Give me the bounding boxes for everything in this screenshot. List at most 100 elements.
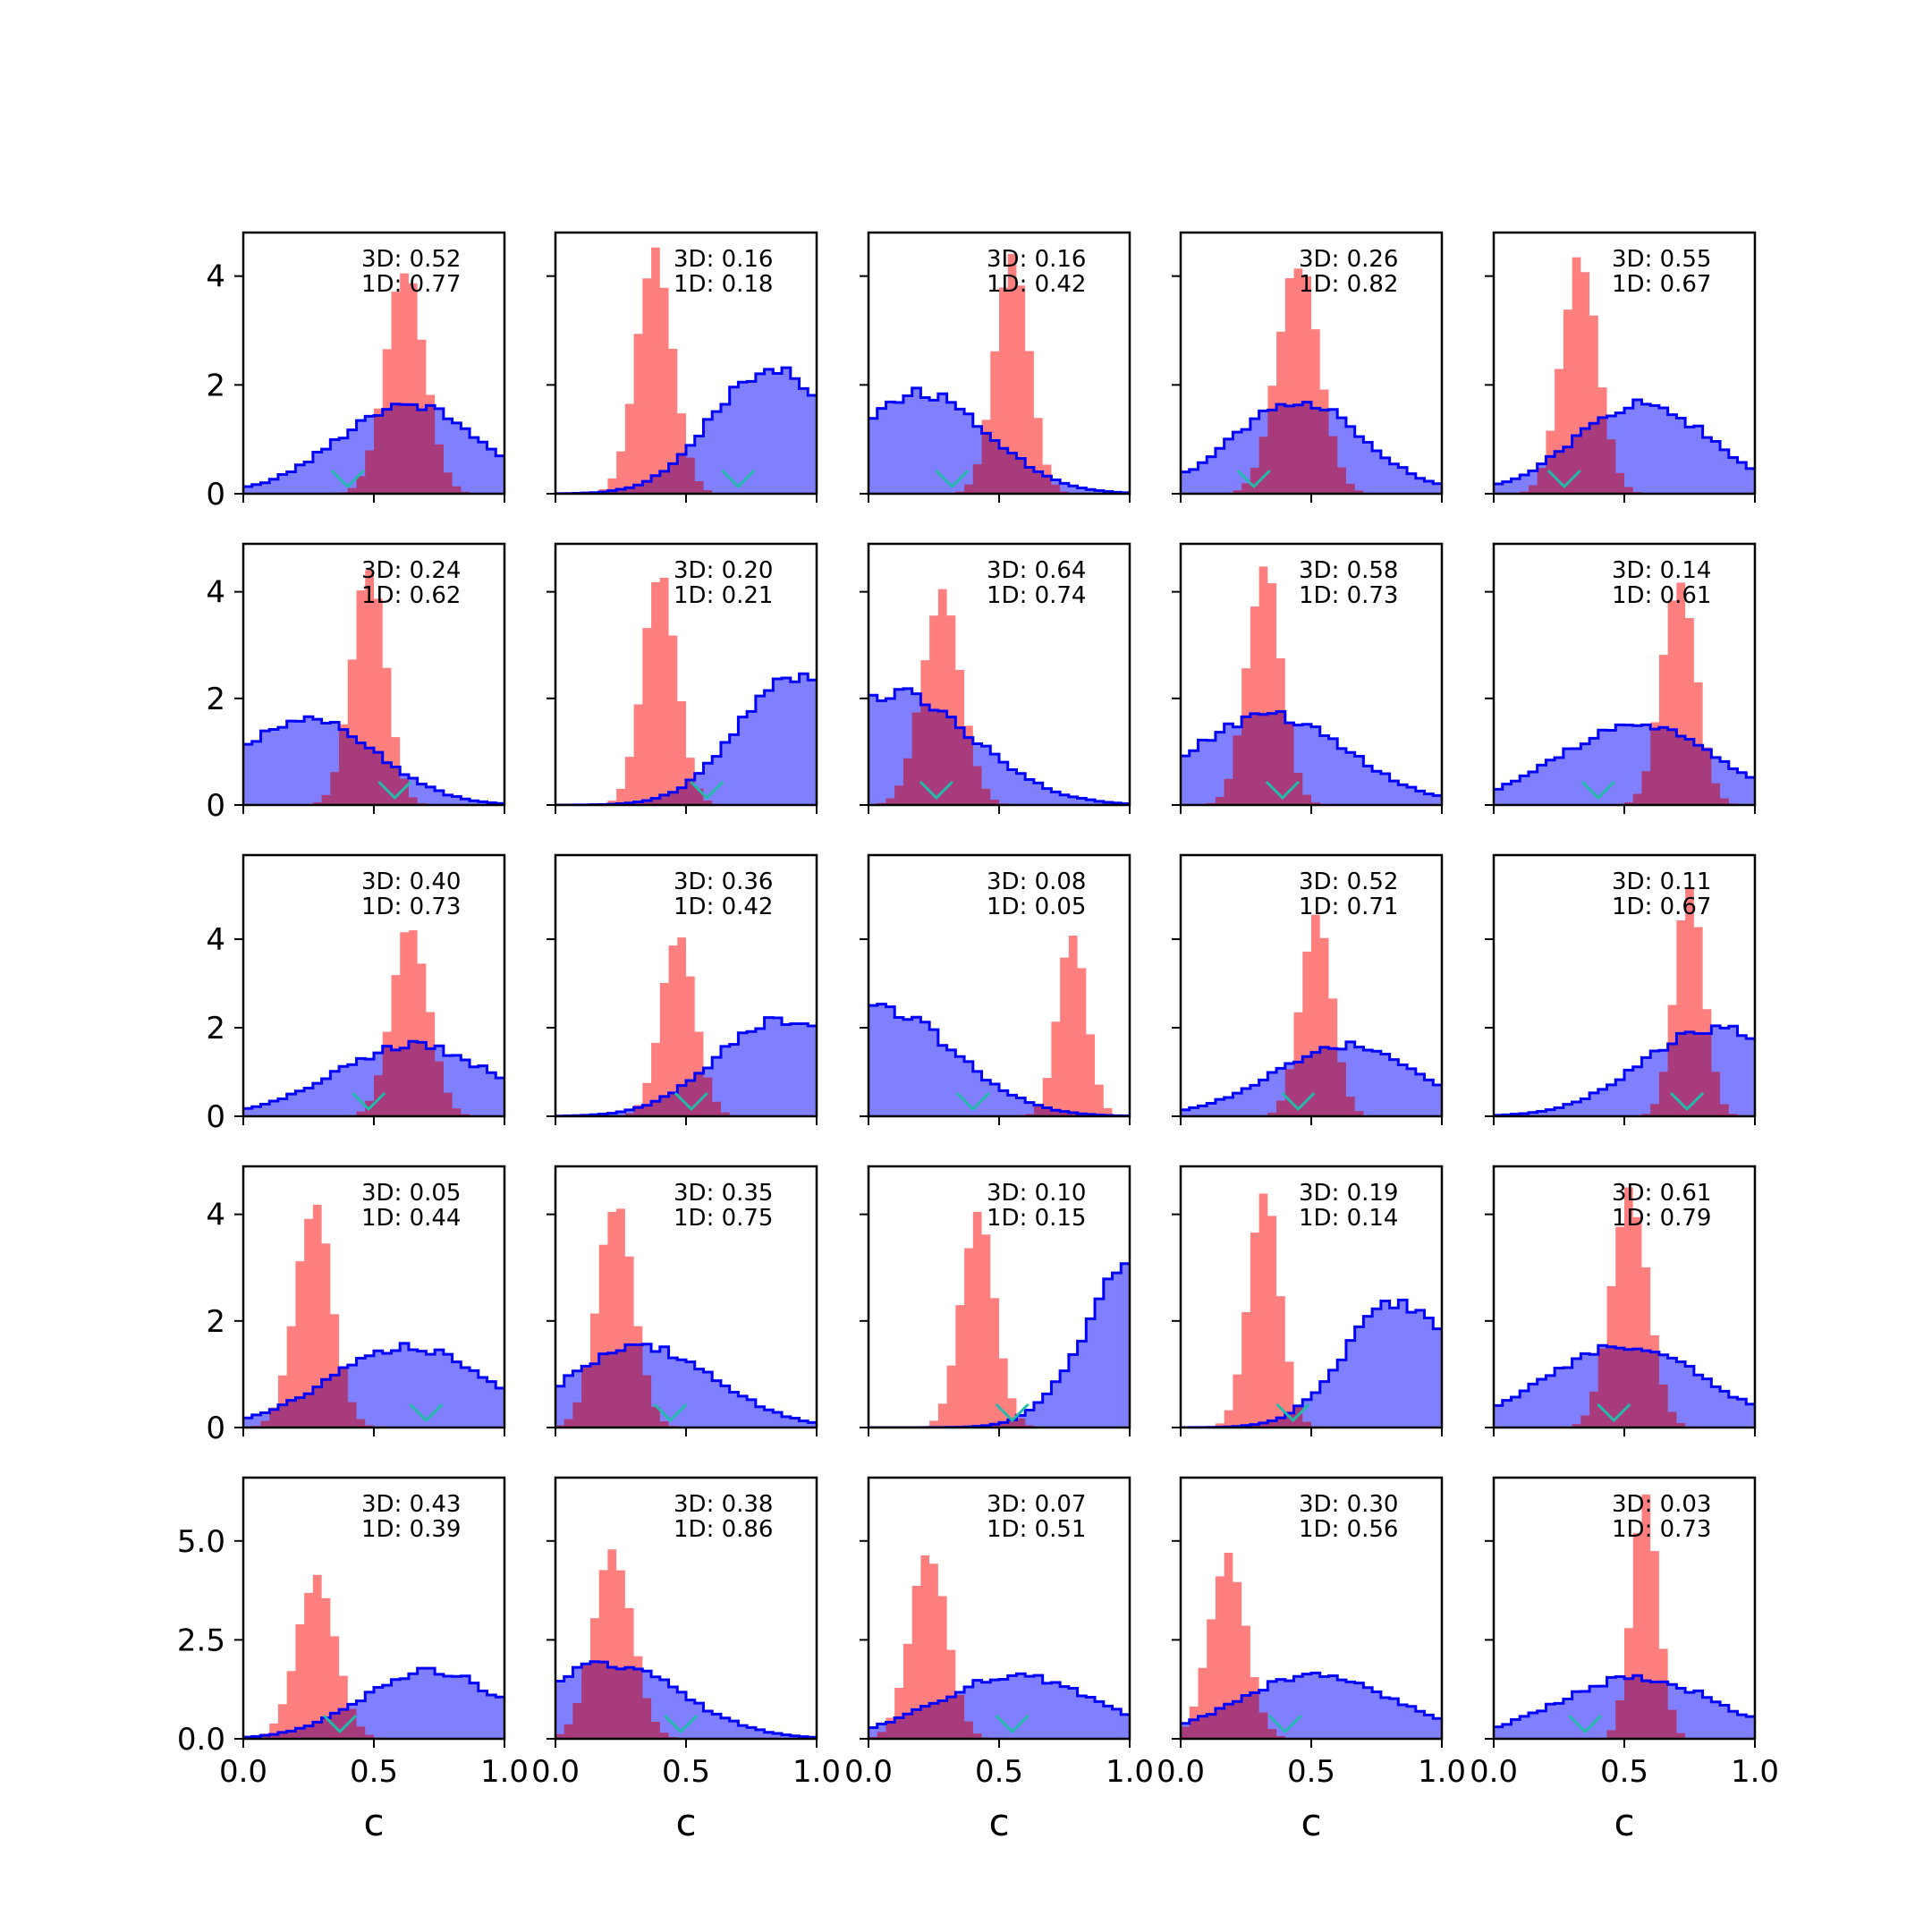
overlap-region bbox=[869, 705, 1130, 805]
x-axis-label: c bbox=[1301, 1801, 1321, 1844]
panel-annotation: 3D: 0.07 bbox=[987, 1491, 1086, 1518]
panel-plot-area bbox=[869, 936, 1130, 1116]
panel-plot-area bbox=[1494, 888, 1755, 1116]
panel-annotation: 3D: 0.16 bbox=[987, 246, 1086, 273]
panel-annotation: 3D: 0.64 bbox=[987, 557, 1086, 584]
x-tick-label: 1.0 bbox=[1106, 1754, 1154, 1790]
narrow-distribution-bars bbox=[869, 936, 1130, 1116]
overlap-region bbox=[243, 1368, 504, 1428]
overlap-region bbox=[1494, 1675, 1755, 1739]
overlap-region bbox=[869, 1695, 1130, 1739]
panel-annotation: 1D: 0.73 bbox=[1299, 582, 1398, 609]
broad-distribution-outline bbox=[1494, 1343, 1755, 1407]
overlap-region bbox=[243, 403, 504, 494]
x-tick-label: 0.5 bbox=[975, 1754, 1023, 1790]
panel-annotation: 1D: 0.67 bbox=[1612, 271, 1711, 298]
panel-plot-area bbox=[1181, 1552, 1442, 1739]
panel-annotation: 1D: 0.39 bbox=[361, 1516, 461, 1543]
panel-annotation: 1D: 0.77 bbox=[361, 271, 461, 298]
broad-distribution-outline bbox=[1181, 1040, 1442, 1112]
panel-plot-area bbox=[243, 930, 504, 1116]
broad-distribution-outline bbox=[243, 715, 504, 805]
panel-annotation: 1D: 0.51 bbox=[987, 1516, 1086, 1543]
panel-annotation: 1D: 0.73 bbox=[361, 894, 461, 920]
panel-annotation: 1D: 0.62 bbox=[361, 582, 461, 609]
narrow-distribution-bars bbox=[555, 937, 817, 1116]
panel-annotation: 1D: 0.42 bbox=[674, 894, 773, 920]
panel-annotation: 1D: 0.42 bbox=[987, 271, 1086, 298]
panel-annotation: 1D: 0.14 bbox=[1299, 1205, 1398, 1232]
panel-annotation: 3D: 0.03 bbox=[1612, 1491, 1711, 1518]
panel-annotation: 3D: 0.30 bbox=[1299, 1491, 1398, 1518]
panel-plot-area bbox=[243, 570, 504, 805]
broad-distribution-bars bbox=[555, 368, 817, 494]
true-value-marker bbox=[995, 1714, 1030, 1734]
panel-annotation: 1D: 0.18 bbox=[674, 271, 773, 298]
overlap-region bbox=[1181, 1046, 1442, 1116]
true-value-marker bbox=[1546, 469, 1581, 489]
broad-distribution-outline bbox=[1494, 1024, 1755, 1116]
overlap-region bbox=[1494, 1346, 1755, 1428]
y-tick-label: 0 bbox=[206, 788, 225, 824]
panel-plot-area bbox=[1494, 1494, 1755, 1739]
narrow-distribution-bars bbox=[243, 1204, 504, 1428]
panel-annotation: 3D: 0.16 bbox=[674, 246, 773, 273]
panel-annotation: 1D: 0.71 bbox=[1299, 894, 1398, 920]
panel-annotation: 3D: 0.24 bbox=[361, 557, 461, 584]
panel-plot-area bbox=[869, 589, 1130, 805]
x-tick-label: 0.5 bbox=[350, 1754, 398, 1790]
overlap-region bbox=[1181, 711, 1442, 805]
x-tick-label: 0.5 bbox=[662, 1754, 710, 1790]
x-tick-label: 0.0 bbox=[1157, 1754, 1205, 1790]
x-tick-label: 0.0 bbox=[219, 1754, 267, 1790]
narrow-distribution-bars bbox=[243, 1574, 504, 1739]
y-tick-label: 2 bbox=[206, 1304, 225, 1340]
x-tick-label: 1.0 bbox=[1731, 1754, 1779, 1790]
broad-distribution-outline bbox=[869, 386, 1130, 494]
broad-distribution-outline bbox=[869, 1003, 1130, 1116]
true-value-marker bbox=[955, 1091, 990, 1112]
panel-annotation: 3D: 0.36 bbox=[674, 869, 773, 895]
y-tick-label: 4 bbox=[206, 259, 225, 295]
broad-distribution-outline bbox=[1494, 723, 1755, 791]
true-value-marker bbox=[1281, 1091, 1316, 1112]
overlap-region bbox=[555, 1344, 817, 1428]
panel-plot-area bbox=[555, 1208, 817, 1428]
x-tick-label: 1.0 bbox=[792, 1754, 841, 1790]
narrow-distribution-bars bbox=[1181, 914, 1442, 1116]
panel-plot-area bbox=[555, 247, 817, 494]
broad-distribution-outline bbox=[243, 1666, 504, 1739]
panel-plot-area bbox=[1494, 257, 1755, 494]
panel-annotation: 1D: 0.05 bbox=[987, 894, 1086, 920]
broad-distribution-bars bbox=[1181, 1300, 1442, 1428]
broad-distribution-outline bbox=[1494, 398, 1755, 486]
true-value-marker bbox=[721, 469, 756, 489]
true-value-marker bbox=[690, 780, 724, 801]
y-tick-label: 0 bbox=[206, 1099, 225, 1135]
overlap-region bbox=[555, 1072, 817, 1116]
panel-plot-area bbox=[1494, 582, 1755, 805]
panel-annotation: 1D: 0.86 bbox=[674, 1516, 773, 1543]
panel-annotation: 1D: 0.82 bbox=[1299, 271, 1398, 298]
y-tick-label: 2 bbox=[206, 682, 225, 717]
broad-distribution-outline bbox=[869, 687, 1130, 805]
broad-distribution-outline bbox=[555, 1016, 817, 1116]
broad-distribution-bars bbox=[555, 674, 817, 805]
panel-annotation: 3D: 0.55 bbox=[1612, 246, 1711, 273]
y-tick-label: 2.5 bbox=[177, 1623, 225, 1658]
panel-plot-area bbox=[869, 253, 1130, 494]
narrow-distribution-bars bbox=[1181, 268, 1442, 494]
y-tick-label: 2 bbox=[206, 1011, 225, 1046]
narrow-distribution-bars bbox=[869, 1555, 1130, 1739]
x-tick-label: 0.0 bbox=[531, 1754, 580, 1790]
